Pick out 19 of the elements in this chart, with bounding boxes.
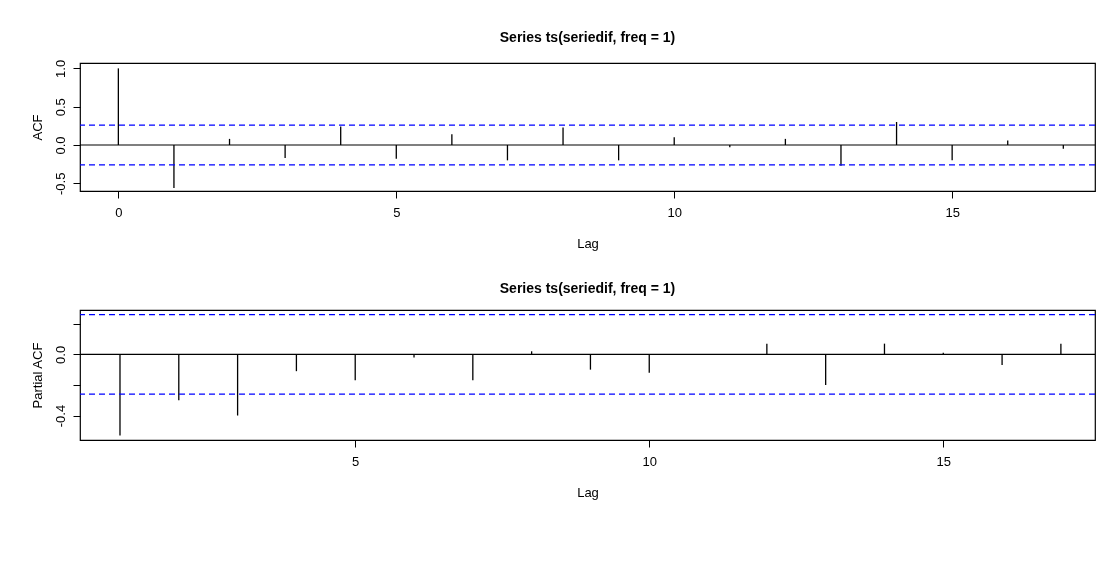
x-tick-label: 15 bbox=[945, 204, 960, 220]
x-tick-label: 10 bbox=[667, 204, 682, 220]
x-tick-label: 15 bbox=[936, 453, 952, 469]
y-axis-title: ACF bbox=[29, 114, 45, 141]
x-tick-label: 10 bbox=[642, 453, 657, 469]
x-axis-title: Lag bbox=[577, 484, 599, 500]
y-tick-label: 0.0 bbox=[52, 136, 68, 155]
x-tick-label: 5 bbox=[393, 204, 401, 220]
y-tick-label: -0.5 bbox=[52, 172, 68, 196]
y-tick-label: 1.0 bbox=[52, 59, 68, 78]
x-tick-label: 0 bbox=[115, 204, 123, 220]
y-tick-label: 0.5 bbox=[52, 98, 68, 117]
chart-title: Series ts(seriedif, freq = 1) bbox=[499, 29, 676, 46]
x-tick-label: 5 bbox=[352, 453, 360, 469]
y-tick-label: -0.4 bbox=[52, 404, 68, 428]
chart-title: Series ts(seriedif, freq = 1) bbox=[499, 280, 676, 296]
y-tick-label: 0.0 bbox=[52, 345, 68, 364]
x-axis-title: Lag bbox=[577, 235, 599, 251]
y-axis-title: Partial ACF bbox=[29, 342, 45, 409]
